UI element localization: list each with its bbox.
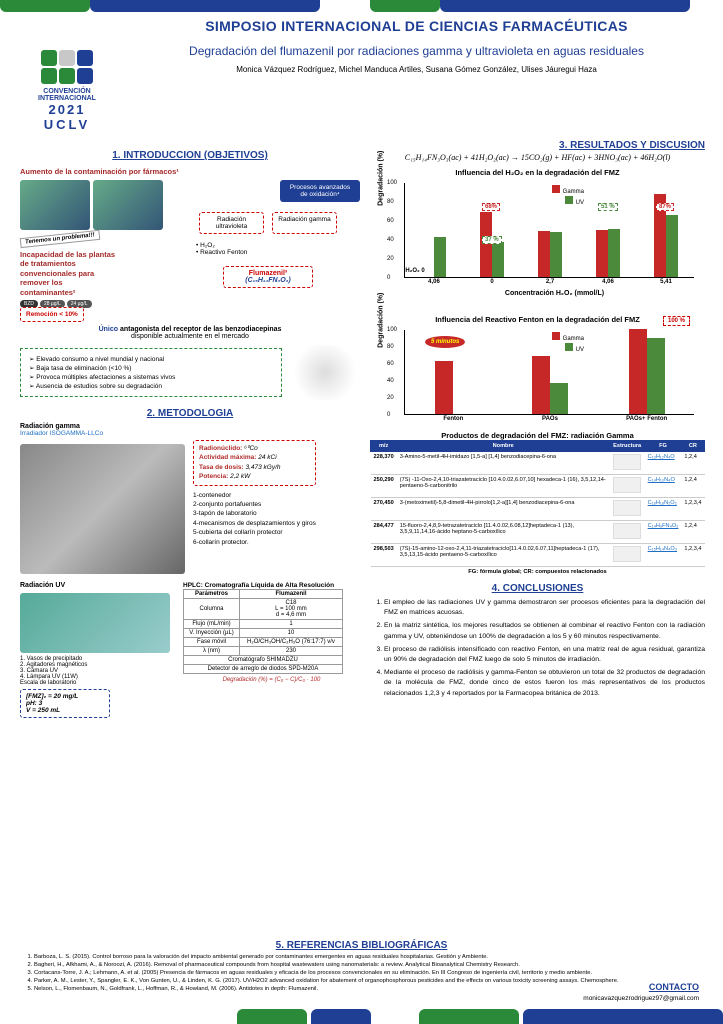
oxid-bullets: • H₂O₂ • Reactivo Fenton	[196, 242, 360, 256]
poster-title: Degradación del flumazenil por radiacion…	[130, 44, 703, 59]
pollution-photo-1	[20, 180, 90, 230]
contact-email: monicavazquezrodriguez97@gmail.com	[583, 995, 699, 1002]
chart1-xlabel: Concentración H₂O₂ (mmol/L)	[404, 290, 705, 297]
molecule-image	[290, 345, 360, 400]
contact-block: CONTACTO monicavazquezrodriguez97@gmail.…	[583, 982, 699, 1002]
logo-line1: CONVENCIÓN	[22, 88, 112, 95]
pollution-label: Aumento de la contaminación por fármacos…	[20, 167, 179, 176]
poster-header: SIMPOSIO INTERNACIONAL DE CIENCIAS FARMA…	[130, 18, 703, 74]
section-intro: 1. INTRODUCCION (OBJETIVOS)	[20, 150, 360, 161]
hplc-subtitle: HPLC: Cromatografía Líquida de Alta Reso…	[183, 582, 360, 589]
uv-conditions: [FMZ]₀ = 20 mg/LpH: 3V = 250 mL	[20, 689, 110, 718]
conference-name: SIMPOSIO INTERNACIONAL DE CIENCIAS FARMA…	[130, 18, 703, 34]
logo-year: 2021	[22, 102, 112, 117]
deg-products-title: Productos de degradación del FMZ: radiac…	[370, 431, 705, 440]
contact-heading: CONTACTO	[583, 982, 699, 992]
problem-banner: Tenemos un problema!!!	[20, 230, 100, 248]
section-conclusions: 4. CONCLUSIONES	[370, 583, 705, 594]
chart-h2o2: Degradación (%) 0204060801004,0602,74,06…	[404, 183, 694, 278]
removal-box: Remoción < 10%	[20, 307, 84, 322]
pollution-photo-2	[93, 180, 163, 230]
flumazenil-box: Flumazenil³ (C₁₅H₁₄FN₃O₃)	[223, 266, 313, 288]
uv-subtitle: Radiación UV	[20, 582, 175, 589]
logo-uclv: UCLV	[22, 117, 112, 132]
deg-footnote: FG: fórmula global; CR: compuestos relac…	[370, 569, 705, 575]
authors: Monica Vázquez Rodríguez, Michel Manduca…	[130, 65, 703, 74]
incapacity-text: Incapacidad de las plantas de tratamient…	[20, 250, 120, 297]
hplc-table: ParámetrosFlumazenilColumnaC18 L = 100 m…	[183, 589, 343, 674]
degradation-table: m/zNombreEstructuraFGCR228,3703-Amino-5-…	[370, 440, 705, 567]
logo-line2: INTERNACIONAL	[22, 95, 112, 102]
antagonist-text: Único Único antagonista del receptor de …	[99, 326, 282, 333]
conclusions-list: El empleo de las radiaciones UV y gamma …	[370, 598, 705, 699]
chart2-title: Influencia del Reactivo Fenton en la deg…	[370, 315, 705, 324]
deg-formula: Degradación (%) = (C₀ − C)/C₀ · 100	[183, 677, 360, 683]
conference-logo: CONVENCIÓN INTERNACIONAL 2021 UCLV	[22, 50, 112, 132]
oxidation-box: Procesos avanzados de oxidación⁴	[280, 180, 360, 202]
section-results: 3. RESULTADOS Y DISCUSION	[370, 140, 705, 151]
rad-gamma-box: Radiación gamma	[272, 212, 337, 234]
reaction-equation: C₁₅H₁₄FN₃O₃(ac) + 41H₂O₂(ac) → 15CO₂(g) …	[370, 153, 705, 162]
gamma-subtitle: Radiación gamma	[20, 423, 360, 430]
chart1-title: Influencia del H₂O₂ en la degradación de…	[370, 168, 705, 177]
chart-fenton: Degradación (%) 020406080100FentonPAOsPA…	[404, 330, 694, 415]
section-metod: 2. METODOLOGIA	[20, 408, 360, 419]
uv-photo	[20, 593, 170, 653]
green-bullets: ➢ Elevado consumo a nivel mundial y naci…	[20, 348, 282, 397]
gamma-params: Radionúclido: ⁶⁰CoActividad máxima: 24 k…	[193, 440, 316, 574]
rad-uv-box: Radiación ultravioleta	[199, 212, 264, 234]
uv-scale: Escala de laboratorio	[20, 680, 175, 686]
irradiador-label: Irradiador ISOGAMMA-LLCo	[20, 430, 360, 437]
gamma-photo	[20, 444, 185, 574]
section-refs: 5. REFERENCIAS BIBLIOGRÁFICAS	[20, 940, 703, 951]
